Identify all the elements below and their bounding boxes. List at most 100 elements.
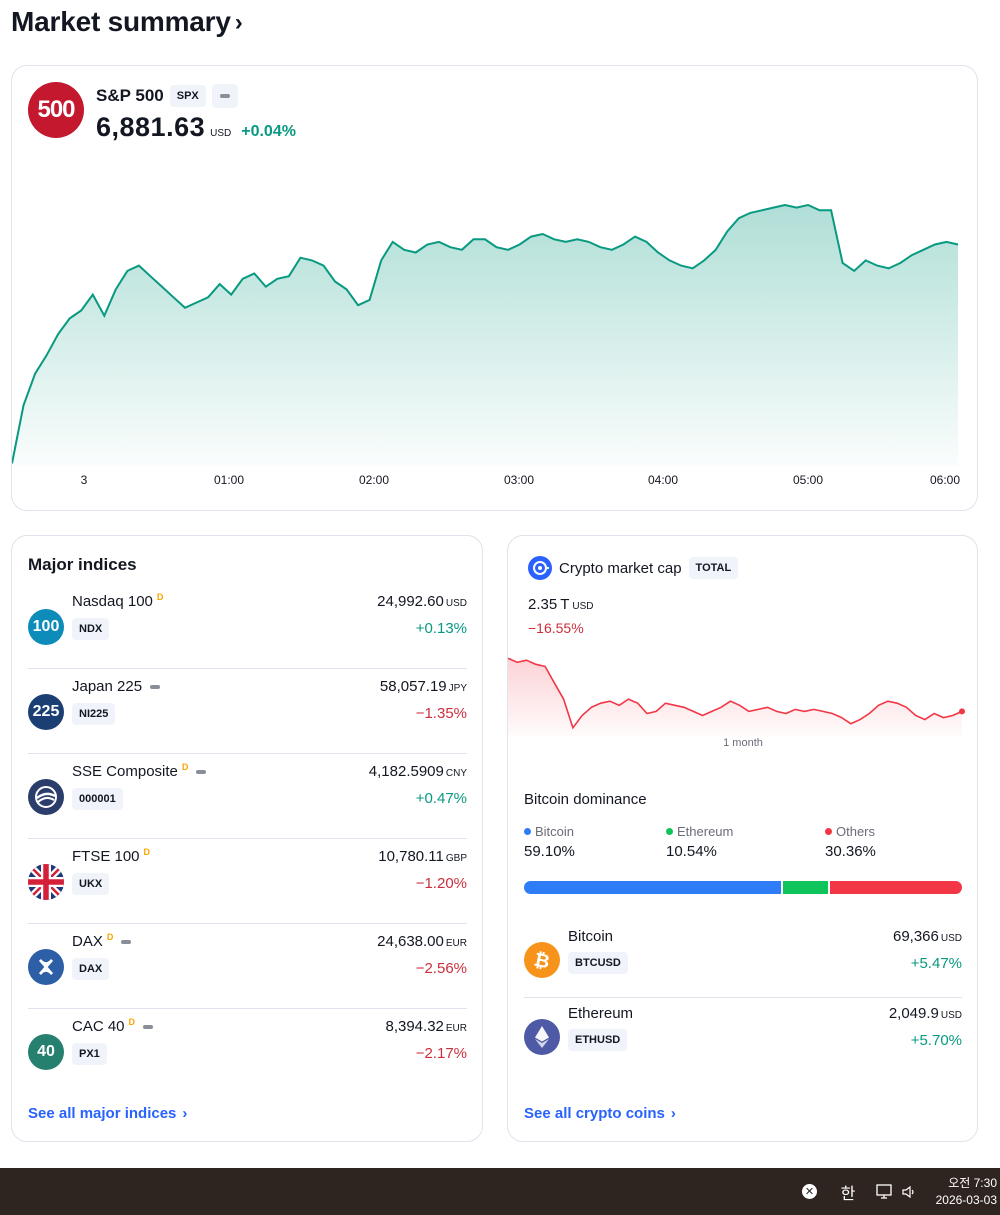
index-row-dax[interactable]: DAX D DAX 24,638.00 EUR −2.56% — [28, 924, 467, 1009]
dominance-segment-ethereum — [782, 881, 829, 894]
index-price: 4,182.5909 CNY — [368, 763, 467, 780]
coin-price: 2,049.9 USD — [888, 1005, 962, 1022]
clock-time: 오전 7:30 — [948, 1176, 997, 1190]
delayed-icon: D — [143, 846, 151, 857]
crypto-series-line — [508, 657, 963, 730]
market-closed-icon — [150, 684, 161, 689]
x-tick-label: 06:00 — [929, 473, 961, 487]
crypto-ticker-badge[interactable]: TOTAL — [688, 557, 739, 579]
market-closed-icon — [196, 769, 207, 774]
major-indices-title: Major indices — [28, 555, 137, 574]
crypto-market-cap-value: 2.35 T USD — [528, 596, 594, 613]
see-all-label: See all major indices — [28, 1105, 177, 1122]
major-indices-card: Major indices 100 Nasdaq 100 D NDX 24,99… — [11, 535, 483, 1142]
index-name: CAC 40 — [72, 1018, 125, 1035]
spx-card[interactable]: 500 S&P 500 SPX 6,881.63 USD +0.04% 3 01:… — [11, 65, 978, 511]
index-name: Japan 225 — [72, 678, 143, 695]
index-ticker-badge[interactable]: NDX — [72, 618, 110, 640]
coin-ticker-badge[interactable]: BTCUSD — [568, 952, 628, 974]
coin-ticker-badge[interactable]: ETHUSD — [568, 1029, 628, 1051]
clock-date: 2026-03-03 — [935, 1193, 997, 1207]
ime-indicator[interactable]: 한 — [840, 1185, 856, 1203]
index-ticker-badge[interactable]: 000001 — [72, 788, 123, 810]
see-all-crypto-coins-link[interactable]: See all crypto coins › — [524, 1105, 676, 1122]
delayed-icon: D — [181, 761, 189, 772]
delayed-icon: D — [128, 1016, 136, 1027]
japan-225-logo: 225 — [28, 694, 64, 730]
spx-logo: 500 — [28, 82, 84, 138]
index-ticker-badge[interactable]: PX1 — [72, 1043, 107, 1065]
market-summary-title[interactable]: Market summary › — [11, 6, 243, 38]
crypto-area-fill — [508, 658, 962, 736]
network-icon[interactable] — [874, 1168, 896, 1215]
x-tick-label: 3 — [80, 473, 88, 487]
spx-price-row: 6,881.63 USD +0.04% — [96, 112, 296, 143]
clock[interactable]: 오전 7:30 2026-03-03 — [936, 1175, 997, 1209]
coin-name: Bitcoin — [568, 928, 614, 945]
crypto-market-cap-chart[interactable] — [508, 648, 977, 738]
crypto-market-cap-title: Crypto market cap — [559, 559, 682, 577]
spx-price: 6,881.63 — [96, 112, 206, 142]
last-point-dot — [959, 708, 965, 715]
cac-40-logo: 40 — [28, 1034, 64, 1070]
dax-logo-icon — [28, 949, 64, 985]
index-change: −1.35% — [415, 705, 467, 722]
index-price: 24,992.60 USD — [377, 593, 467, 610]
coin-price: 69,366 USD — [892, 928, 962, 945]
market-closed-icon — [121, 939, 132, 944]
ethereum-dot-icon — [666, 828, 673, 835]
coin-name: Ethereum — [568, 1005, 634, 1022]
close-icon[interactable]: ✕ — [802, 1184, 817, 1199]
index-price: 10,780.11 GBP — [378, 848, 467, 865]
index-name: SSE Composite — [72, 763, 178, 780]
dominance-bitcoin: Bitcoin 59.10% — [524, 824, 575, 860]
spx-currency: USD — [210, 128, 232, 139]
spx-series-line — [12, 203, 959, 464]
coin-change: +5.70% — [910, 1032, 962, 1049]
bitcoin-dot-icon — [524, 828, 531, 835]
dominance-segment-bitcoin — [524, 881, 781, 894]
index-row-japan-225[interactable]: 225 Japan 225 NI225 58,057.19 JPY −1.35% — [28, 669, 467, 754]
index-name: DAX — [72, 933, 103, 950]
x-tick-label: 03:00 — [503, 473, 535, 487]
index-ticker-badge[interactable]: DAX — [72, 958, 110, 980]
nasdaq-logo: 100 — [28, 609, 64, 645]
index-change: +0.47% — [415, 790, 467, 807]
coin-row-ethereum[interactable]: Ethereum ETHUSD 2,049.9 USD +5.70% — [524, 998, 962, 1075]
bitcoin-dominance-title: Bitcoin dominance — [524, 791, 647, 808]
crypto-market-cap-change: −16.55% — [528, 620, 584, 636]
chevron-right-icon: › — [670, 1105, 676, 1122]
volume-icon[interactable] — [899, 1168, 921, 1215]
dominance-others: Others 30.36% — [825, 824, 876, 860]
spx-name: S&P 500 — [96, 86, 164, 105]
crypto-market-cap-header[interactable]: Crypto market cap TOTAL — [528, 556, 739, 580]
coin-change: +5.47% — [910, 955, 962, 972]
index-row-nasdaq-100[interactable]: 100 Nasdaq 100 D NDX 24,992.60 USD +0.13% — [28, 584, 467, 669]
spx-area-chart[interactable] — [12, 166, 977, 466]
index-change: −2.56% — [415, 960, 467, 977]
index-name-row: Japan 225 — [72, 678, 161, 695]
spx-area-fill — [12, 205, 958, 466]
others-dot-icon — [825, 828, 832, 835]
index-change: −1.20% — [415, 875, 467, 892]
index-name-row: CAC 40 D — [72, 1016, 154, 1035]
index-price: 24,638.00 EUR — [377, 933, 467, 950]
index-ticker-badge[interactable]: NI225 — [72, 703, 116, 725]
index-change: +0.13% — [415, 620, 467, 637]
index-ticker-badge[interactable]: UKX — [72, 873, 110, 895]
index-row-ftse-100[interactable]: FTSE 100 D UKX 10,780.11 GBP −1.20% — [28, 839, 467, 924]
coin-row-bitcoin[interactable]: ₿ Bitcoin BTCUSD 69,366 USD +5.47% — [524, 921, 962, 998]
ethereum-icon — [524, 1019, 560, 1055]
index-name-row: DAX D — [72, 932, 132, 950]
spx-ticker-badge[interactable]: SPX — [169, 85, 206, 107]
see-all-major-indices-link[interactable]: See all major indices › — [28, 1105, 187, 1122]
crypto-card: Crypto market cap TOTAL 2.35 T USD −16.55%… — [507, 535, 978, 1142]
chart-period-label: 1 month — [723, 737, 763, 749]
index-row-sse-composite[interactable]: SSE Composite D 000001 4,182.5909 CNY +0.… — [28, 754, 467, 839]
index-row-cac-40[interactable]: 40 CAC 40 D PX1 8,394.32 EUR −2.17% — [28, 1009, 467, 1094]
index-price: 8,394.32 EUR — [385, 1018, 467, 1035]
dominance-bar — [524, 881, 963, 894]
x-tick-label: 01:00 — [213, 473, 245, 487]
x-tick-label: 05:00 — [792, 473, 824, 487]
bitcoin-icon: ₿ — [524, 942, 560, 978]
